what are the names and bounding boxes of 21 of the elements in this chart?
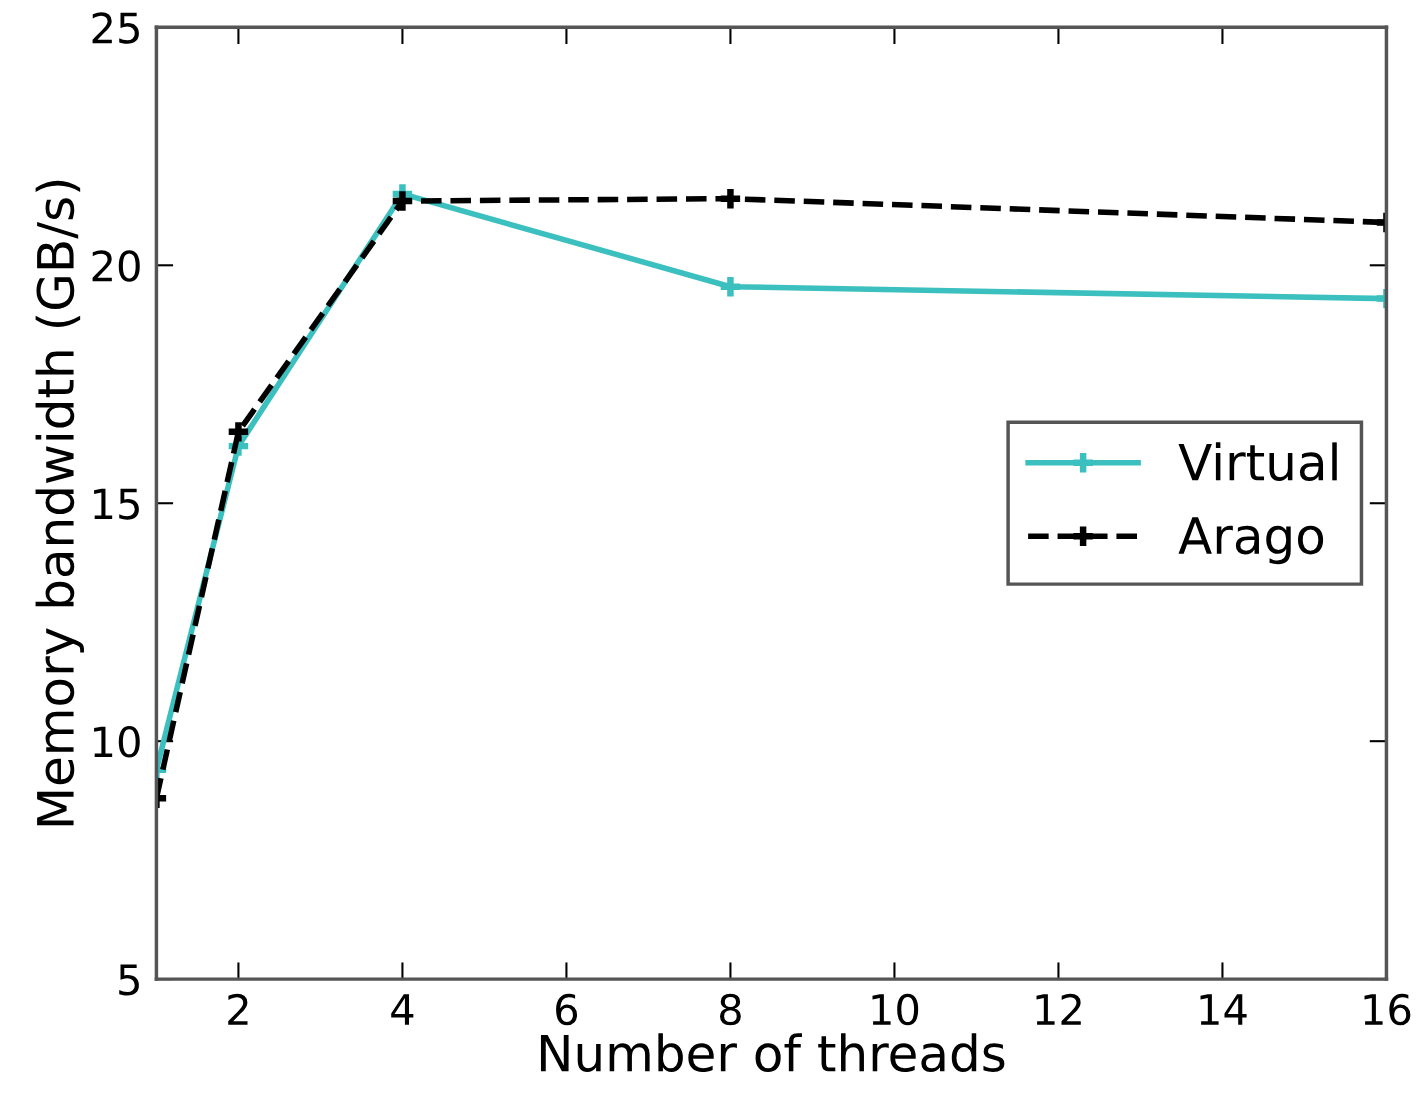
- y-tick-label: 20: [92, 250, 140, 282]
- x-tick-label: 16: [1364, 993, 1411, 1026]
- y-tick-label: 10: [94, 726, 140, 758]
- x-tick-label: 8: [720, 993, 741, 1026]
- x-tick-label: 2: [228, 993, 248, 1025]
- legend-label: Arago: [1178, 517, 1324, 565]
- x-tick-label: 10: [872, 993, 919, 1026]
- x-axis-title: Number of threads: [540, 1033, 1005, 1073]
- y-tick-label: 15: [94, 488, 139, 520]
- point: [720, 188, 741, 209]
- point: [720, 276, 741, 297]
- y-tick-label: 25: [92, 12, 139, 44]
- x-tick-label: 6: [556, 993, 578, 1026]
- y-axis-title: Memory bandwidth (GB/s): [35, 180, 84, 826]
- point: [228, 422, 249, 442]
- y-tick-label: 5: [119, 964, 139, 996]
- legend-label: Virtual: [1178, 442, 1337, 482]
- point: [392, 191, 413, 211]
- x-tick-label: 14: [1200, 994, 1247, 1025]
- x-tick-label: 4: [391, 994, 414, 1025]
- x-tick-label: 12: [1036, 993, 1081, 1025]
